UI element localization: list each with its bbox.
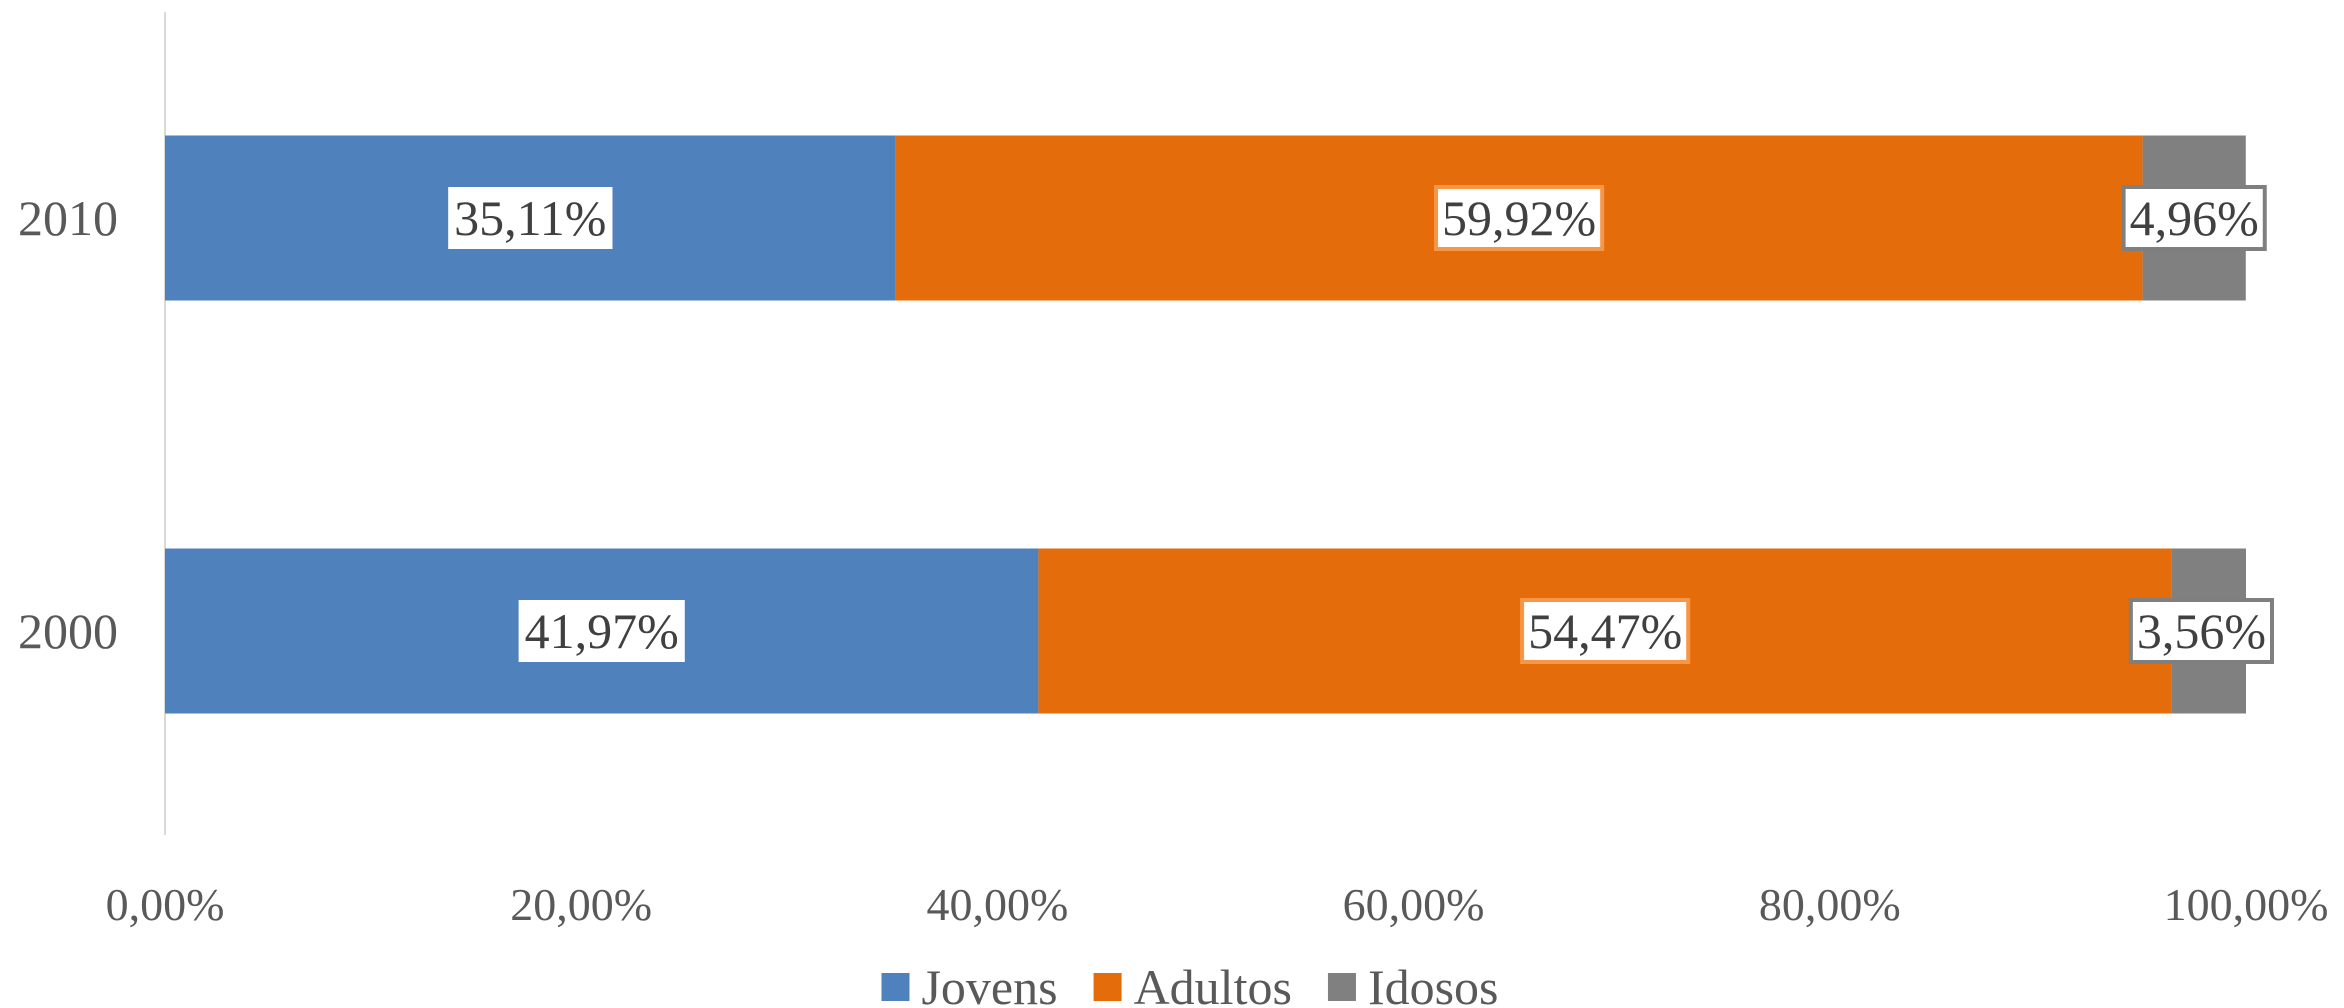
data-label-jovens-2010: 35,11% <box>448 187 613 249</box>
data-label-text: 59,92% <box>1442 190 1596 246</box>
data-label-text: 41,97% <box>525 603 679 659</box>
category-label-2010: 2010 <box>18 190 118 246</box>
x-tick-label: 40,00% <box>926 879 1068 930</box>
data-label-box <box>2121 185 2267 251</box>
x-tick-label: 20,00% <box>510 879 652 930</box>
data-label-box <box>518 600 685 662</box>
data-label-idosos-2000: 3,56% <box>2128 598 2274 664</box>
category-label-2000: 2000 <box>18 603 118 659</box>
data-label-text: 3,56% <box>2137 603 2266 659</box>
x-tick-label: 80,00% <box>1759 879 1901 930</box>
legend-item-idosos: Idosos <box>1327 959 1499 1008</box>
data-label-box <box>2128 598 2274 664</box>
data-labels-layer: 35,11% 59,92% 4,96% 41,97% 54,47% 3,56% <box>448 185 2274 664</box>
legend-swatch <box>1327 973 1356 1001</box>
data-label-adultos-2010: 59,92% <box>1434 185 1605 251</box>
data-label-text: 35,11% <box>454 190 606 246</box>
x-tick-labels-layer: 0,00% 20,00% 40,00% 60,00% 80,00% 100,00% <box>106 879 2329 930</box>
data-label-idosos-2010: 4,96% <box>2121 185 2267 251</box>
data-label-adultos-2000: 54,47% <box>1520 598 1691 664</box>
legend: Jovens Adultos Idosos <box>881 959 1499 1008</box>
data-label-box <box>1520 598 1691 664</box>
legend-label: Idosos <box>1368 959 1499 1008</box>
data-label-box <box>448 187 613 249</box>
legend-item-adultos: Adultos <box>1093 959 1292 1008</box>
x-tick-label: 0,00% <box>106 879 225 930</box>
legend-label: Jovens <box>921 959 1057 1008</box>
x-tick-label: 100,00% <box>2164 879 2329 930</box>
legend-label: Adultos <box>1134 959 1292 1008</box>
legend-swatch <box>1093 973 1122 1001</box>
data-label-box <box>1434 185 1605 251</box>
data-label-text: 4,96% <box>2130 190 2259 246</box>
category-labels-layer: 2010 2000 <box>18 190 118 659</box>
data-label-jovens-2000: 41,97% <box>518 600 685 662</box>
x-tick-label: 60,00% <box>1343 879 1485 930</box>
legend-swatch <box>881 973 910 1001</box>
legend-item-jovens: Jovens <box>881 959 1058 1008</box>
data-label-text: 54,47% <box>1528 603 1682 659</box>
